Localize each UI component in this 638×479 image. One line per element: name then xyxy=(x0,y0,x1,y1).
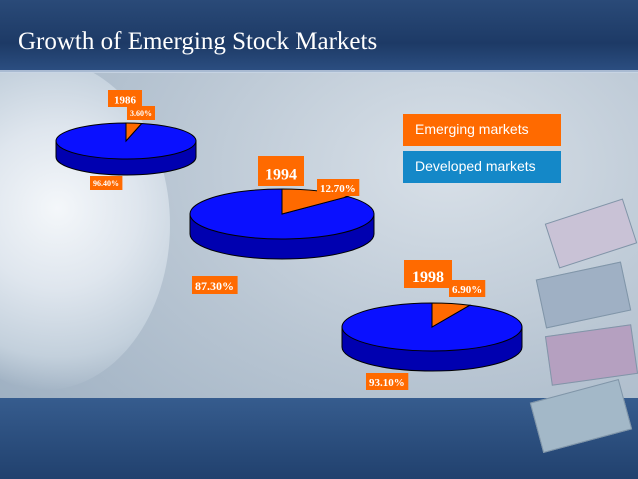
pie-1986-emerging-slice xyxy=(125,122,143,143)
pie-1998-year-box xyxy=(404,260,452,288)
slide-title: Growth of Emerging Stock Markets xyxy=(18,28,378,55)
pie-1994-developed-label-box xyxy=(192,276,238,294)
pie-1986-emerging-label: 3.60% xyxy=(130,109,152,118)
pie-1994-year-label: 1994 xyxy=(265,166,297,183)
pie-1998-year-label: 1998 xyxy=(412,269,444,286)
pie-1986-year-box xyxy=(108,90,142,107)
legend-item-emerging: Emerging markets xyxy=(403,114,561,146)
pie-1986-emerging-label-box xyxy=(127,106,155,120)
legend-label-emerging: Emerging markets xyxy=(415,121,529,137)
pie-1998-developed-label: 93.10% xyxy=(369,377,405,389)
pie-1986-year-label: 1986 xyxy=(114,94,137,106)
title-bar xyxy=(0,0,638,72)
legend-item-developed: Developed markets xyxy=(403,151,561,183)
title-divider xyxy=(0,70,638,73)
pie-1994-year-box xyxy=(258,156,304,186)
pie-1986-developed-label-box xyxy=(90,176,123,190)
legend-label-developed: Developed markets xyxy=(415,158,536,174)
pie-1998-emerging-slice xyxy=(431,302,472,328)
pie-1998-emerging-label-box xyxy=(449,280,486,297)
pie-1986-developed-label: 96.40% xyxy=(93,179,119,188)
pie-1994-developed-label: 87.30% xyxy=(195,279,234,293)
pie-1994-developed-slice xyxy=(189,188,375,240)
pie-1994-emerging-label: 12.70% xyxy=(320,183,356,195)
pie-1998-developed-label-box xyxy=(366,373,409,390)
pie-1998-emerging-label: 6.90% xyxy=(452,284,482,296)
pie-1994-emerging-label-box xyxy=(317,179,360,196)
